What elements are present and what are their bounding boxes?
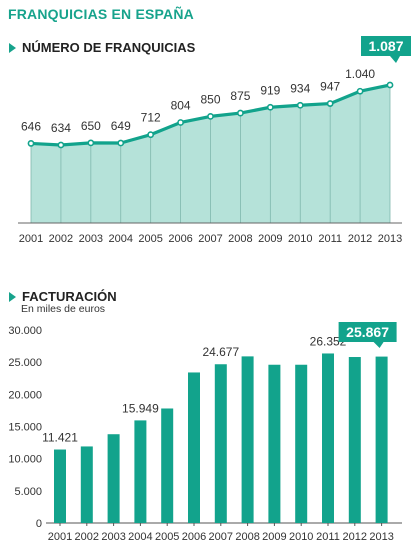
facturacion-title: FACTURACIÓN <box>22 289 117 304</box>
x-tick-label: 2004 <box>128 531 152 543</box>
x-tick-label: 2001 <box>48 531 72 543</box>
facturacion-subtitle: En miles de euros <box>21 303 106 315</box>
y-tick-label: 5.000 <box>14 486 42 498</box>
y-tick-label: 20.000 <box>8 389 42 401</box>
highlight-label: 25.867 <box>346 324 389 340</box>
x-tick-label: 2011 <box>318 233 342 245</box>
x-tick-label: 2010 <box>288 233 312 245</box>
data-label: 24.677 <box>202 345 239 359</box>
data-point <box>147 131 155 139</box>
value-label: 1.040 <box>345 67 375 81</box>
section-header-franquicias: NÚMERO DE FRANQUICIAS <box>8 40 195 55</box>
x-tick-label: 2008 <box>228 233 252 245</box>
bar <box>375 356 388 523</box>
x-tick-label: 2007 <box>198 233 222 245</box>
x-tick-label: 2004 <box>109 233 133 245</box>
x-tick-label: 2012 <box>348 233 372 245</box>
value-label: 712 <box>141 111 161 125</box>
bar <box>161 408 174 523</box>
x-tick-label: 2009 <box>262 531 286 543</box>
y-tick-label: 25.000 <box>8 357 42 369</box>
x-tick-label: 2007 <box>209 531 233 543</box>
bar <box>268 364 281 523</box>
value-label: 634 <box>51 121 71 135</box>
section-header-facturacion: FACTURACIÓN <box>8 289 117 304</box>
bar <box>295 364 308 523</box>
y-tick-label: 10.000 <box>8 454 42 466</box>
x-tick-label: 2002 <box>49 233 73 245</box>
data-point <box>386 81 394 89</box>
x-tick-label: 2012 <box>343 531 367 543</box>
chevron-right-icon <box>9 291 16 302</box>
x-tick-label: 2003 <box>79 233 103 245</box>
x-tick-label: 2009 <box>258 233 282 245</box>
data-point <box>27 140 35 147</box>
highlight-pointer <box>373 342 384 348</box>
value-label: 804 <box>171 98 191 112</box>
data-point <box>177 119 184 126</box>
value-label: 875 <box>230 89 250 103</box>
data-point <box>266 103 274 111</box>
data-label: 26.352 <box>310 334 347 348</box>
data-point <box>117 139 125 147</box>
value-label: 650 <box>81 119 101 133</box>
bar <box>80 446 93 523</box>
bar <box>54 449 66 523</box>
x-tick-label: 2011 <box>316 531 340 543</box>
value-label: 947 <box>320 80 340 94</box>
x-tick-label: 2002 <box>75 531 99 543</box>
bar <box>214 364 227 523</box>
value-label: 649 <box>111 119 131 133</box>
x-tick-label: 2006 <box>182 531 206 543</box>
data-point <box>207 112 214 120</box>
value-label: 850 <box>200 92 220 106</box>
page-title: FRANQUICIAS EN ESPAÑA <box>8 6 194 22</box>
x-tick-label: 2008 <box>235 531 259 543</box>
x-tick-label: 2003 <box>101 531 125 543</box>
data-point <box>87 139 95 147</box>
data-point <box>326 100 334 107</box>
x-tick-label: 2010 <box>289 531 313 543</box>
data-label: 11.421 <box>42 431 78 445</box>
data-point <box>57 141 65 149</box>
highlight-box <box>338 322 397 342</box>
highlight-pointer <box>390 56 400 63</box>
value-label: 646 <box>21 119 41 133</box>
bar <box>134 420 147 523</box>
data-point <box>237 109 244 117</box>
data-point <box>296 101 304 109</box>
bar <box>322 353 334 523</box>
bar <box>348 357 361 523</box>
data-label: 15.949 <box>122 401 159 415</box>
y-tick-label: 30.000 <box>8 325 42 337</box>
value-label: 919 <box>260 83 280 97</box>
value-label: 934 <box>290 81 310 95</box>
chevron-right-icon <box>9 42 16 53</box>
y-tick-label: 0 <box>36 518 42 530</box>
x-tick-label: 2005 <box>138 233 162 245</box>
x-tick-label: 2005 <box>155 531 179 543</box>
bar <box>188 372 200 523</box>
y-tick-label: 15.000 <box>8 422 42 434</box>
bar <box>241 356 254 523</box>
x-tick-label: 2013 <box>378 233 402 245</box>
highlight-box <box>361 36 411 56</box>
x-tick-label: 2006 <box>168 233 192 245</box>
bar <box>107 434 120 523</box>
data-point <box>356 87 364 95</box>
franquicias-title: NÚMERO DE FRANQUICIAS <box>22 40 196 55</box>
highlight-label: 1.087 <box>368 38 403 54</box>
x-tick-label: 2001 <box>19 233 43 245</box>
x-tick-label: 2013 <box>369 531 393 543</box>
